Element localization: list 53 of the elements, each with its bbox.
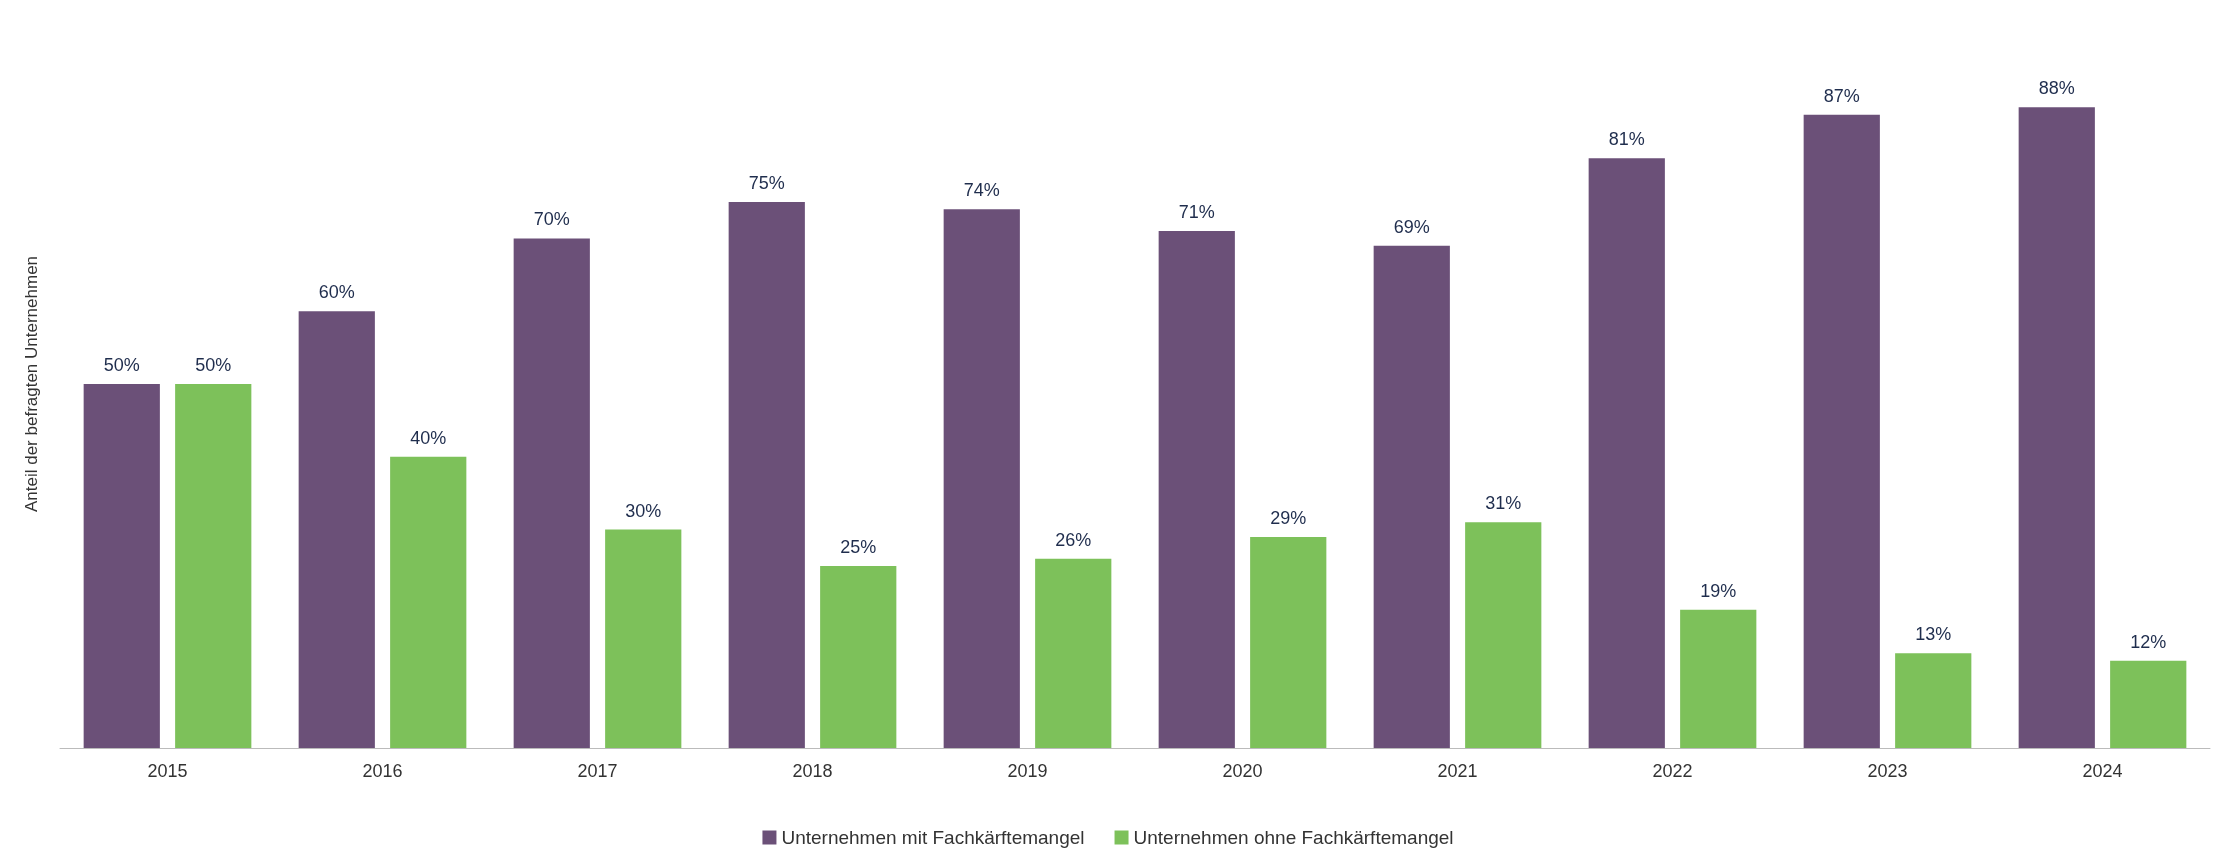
data-label: 75% (748, 173, 785, 193)
x-tick-label: 2022 (1652, 761, 1693, 781)
data-label: 19% (1700, 580, 1737, 601)
bar (298, 311, 375, 748)
data-label: 31% (1485, 493, 1522, 514)
legend-label: Unternehmen mit Fachkärftemangel (781, 827, 1085, 848)
x-tick-label: 2020 (1222, 761, 1263, 781)
bar (2018, 107, 2095, 748)
data-label: 71% (1178, 202, 1215, 223)
bar (1588, 158, 1665, 748)
x-tick-label: 2015 (147, 761, 188, 781)
data-label: 30% (625, 500, 662, 521)
x-tick-label: 2023 (1867, 761, 1908, 781)
data-label: 12% (2130, 631, 2167, 652)
data-label: 81% (1608, 129, 1645, 150)
data-label: 69% (1393, 216, 1430, 237)
x-tick-label: 2019 (1007, 761, 1048, 781)
data-label: 50% (103, 355, 140, 375)
x-tick-label: 2016 (362, 761, 403, 781)
bar (1465, 522, 1542, 748)
data-label: 87% (1823, 85, 1860, 106)
bar (1895, 653, 1972, 748)
x-tick-label: 2021 (1437, 761, 1478, 781)
data-label: 25% (840, 537, 877, 557)
bar (820, 566, 897, 748)
bar (390, 456, 467, 748)
bar (175, 384, 252, 748)
data-label: 74% (963, 180, 1000, 201)
legend-label: Unternehmen ohne Fachkärftemangel (1133, 827, 1454, 848)
data-label: 50% (195, 355, 232, 375)
x-tick-label: 2017 (577, 761, 618, 781)
bar (943, 209, 1020, 748)
bar (1803, 114, 1880, 748)
x-tick-label: 2018 (792, 761, 833, 781)
data-label: 29% (1270, 507, 1307, 528)
bar (605, 529, 682, 748)
bar (1158, 231, 1235, 748)
data-label: 60% (318, 282, 355, 303)
bar (1680, 609, 1757, 748)
bar (83, 384, 160, 748)
bar (2110, 660, 2187, 748)
y-axis-title: Anteil der befragten Unternehmen (22, 255, 41, 513)
data-label: 88% (2038, 78, 2075, 99)
bar (728, 202, 805, 748)
data-label: 70% (533, 209, 570, 230)
data-label: 13% (1915, 624, 1952, 645)
bar (1250, 536, 1327, 748)
data-label: 26% (1055, 529, 1092, 550)
bar (1373, 245, 1450, 748)
bar (513, 238, 590, 748)
data-label: 40% (410, 427, 447, 448)
x-tick-label: 2024 (2082, 761, 2123, 781)
bar (1035, 558, 1112, 748)
